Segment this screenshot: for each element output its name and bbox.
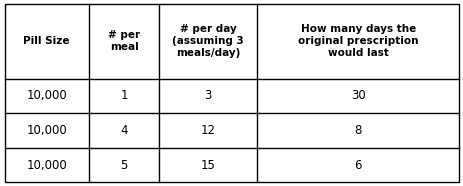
Text: 12: 12 [200, 124, 215, 137]
Text: How many days the
original prescription
would last: How many days the original prescription … [297, 24, 418, 58]
Text: 5: 5 [120, 158, 127, 171]
Text: # per
meal: # per meal [108, 30, 140, 52]
Text: Pill Size: Pill Size [24, 36, 70, 46]
Text: 1: 1 [120, 89, 127, 102]
Text: 4: 4 [120, 124, 127, 137]
Text: 3: 3 [204, 89, 211, 102]
Text: 8: 8 [354, 124, 361, 137]
Text: 10,000: 10,000 [26, 89, 67, 102]
Text: 10,000: 10,000 [26, 158, 67, 171]
Text: # per day
(assuming 3
meals/day): # per day (assuming 3 meals/day) [172, 24, 244, 58]
Text: 15: 15 [200, 158, 215, 171]
Text: 30: 30 [350, 89, 365, 102]
Text: 6: 6 [354, 158, 361, 171]
Text: 10,000: 10,000 [26, 124, 67, 137]
